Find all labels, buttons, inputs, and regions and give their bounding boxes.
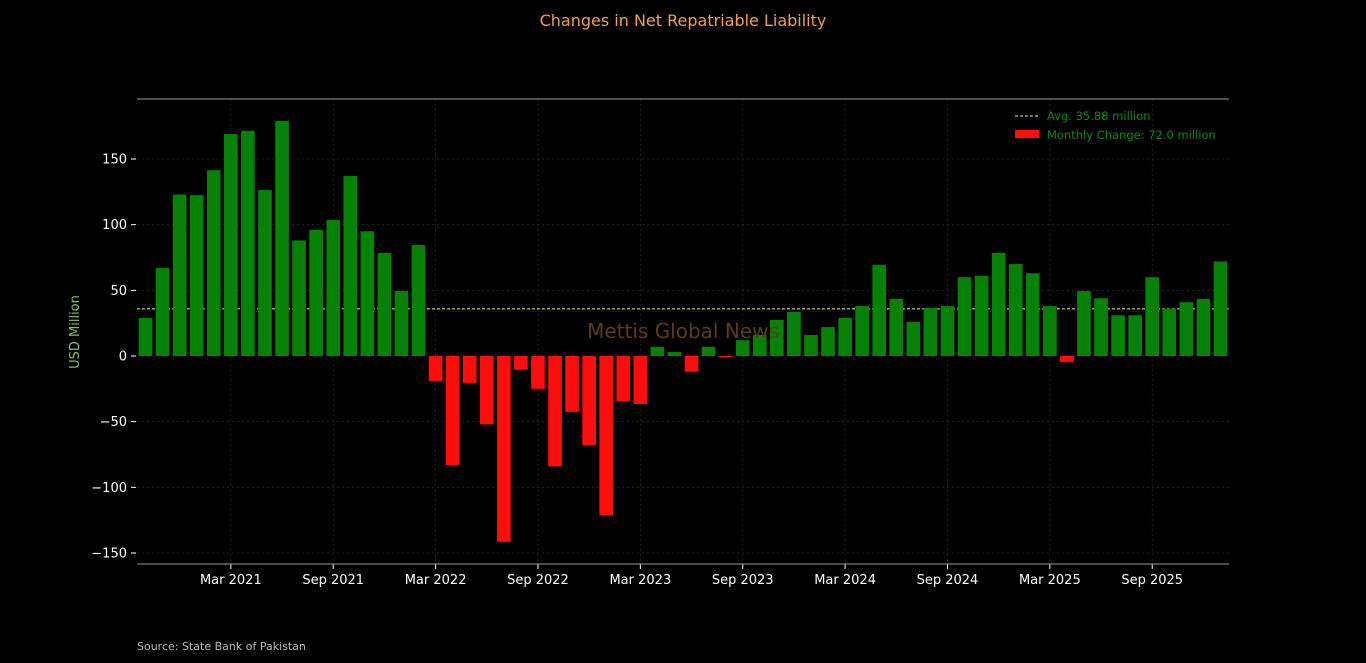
bar-may-2021 <box>258 189 272 356</box>
bar-sep-2022 <box>531 356 545 389</box>
bar-feb-2023 <box>616 356 631 402</box>
x-tick-label: Mar 2021 <box>200 573 262 588</box>
bar-feb-2022 <box>411 245 426 356</box>
bar-jul-2024 <box>906 321 921 356</box>
bar-jul-2025 <box>1111 315 1125 356</box>
bar-mar-2025 <box>1043 306 1057 356</box>
bar-jan-2021 <box>189 195 204 356</box>
bar-apr-2024 <box>855 306 869 356</box>
bar-aug-2022 <box>514 356 528 370</box>
bar-dec-2022 <box>582 356 596 446</box>
bar-mar-2024 <box>838 317 852 356</box>
x-tick-label: Sep 2024 <box>917 573 979 588</box>
y-tick-label: −50 <box>100 415 127 430</box>
bar-feb-2024 <box>821 327 835 356</box>
bar-may-2025 <box>1077 290 1091 356</box>
bar-oct-2023 <box>752 334 767 356</box>
x-tick-label: Sep 2025 <box>1121 573 1183 588</box>
bar-jan-2025 <box>1008 264 1023 356</box>
legend-monthly-swatch <box>1015 130 1039 138</box>
bar-jul-2021 <box>292 240 306 356</box>
y-tick-label: −100 <box>91 481 127 496</box>
bar-aug-2023 <box>718 356 733 358</box>
bar-oct-2024 <box>957 277 972 356</box>
chart-title: Changes in Net Repatriable Liability <box>540 11 827 30</box>
bar-may-2022 <box>462 356 477 383</box>
bar-dec-2024 <box>991 252 1006 356</box>
bar-jun-2024 <box>889 298 904 356</box>
bar-sep-2025 <box>1145 277 1160 356</box>
bar-oct-2022 <box>548 356 562 467</box>
bar-aug-2021 <box>309 229 323 356</box>
y-tick-label: −150 <box>91 547 127 562</box>
bar-aug-2024 <box>923 308 938 356</box>
x-tick-label: Mar 2023 <box>609 573 671 588</box>
x-tick-label: Mar 2025 <box>1019 573 1081 588</box>
bar-dec-2021 <box>377 252 392 356</box>
bar-mar-2023 <box>633 356 648 404</box>
bar-oct-2020 <box>138 317 153 356</box>
bar-nov-2025 <box>1179 302 1194 356</box>
bar-nov-2020 <box>155 268 170 356</box>
bars <box>138 120 1228 542</box>
source-note: Source: State Bank of Pakistan <box>137 640 306 653</box>
y-tick-label: 0 <box>119 350 127 365</box>
bar-may-2024 <box>872 264 887 356</box>
bar-sep-2023 <box>735 340 750 356</box>
legend-avg-label: Avg. 35.88 million <box>1047 109 1151 123</box>
bar-jan-2024 <box>804 334 818 356</box>
bar-jan-2026 <box>1213 261 1228 356</box>
y-tick-label: 150 <box>102 153 127 168</box>
bar-feb-2025 <box>1025 273 1040 356</box>
y-tick-label: 50 <box>110 284 127 299</box>
bar-dec-2020 <box>172 194 187 356</box>
bar-may-2023 <box>667 352 682 356</box>
x-tick-label: Sep 2021 <box>302 573 364 588</box>
y-tick-label: 100 <box>102 218 127 233</box>
y-axis-label: USD Million <box>68 295 83 369</box>
bar-jun-2023 <box>684 356 699 372</box>
bar-jan-2022 <box>394 290 409 356</box>
legend-monthly-label: Monthly Change: 72.0 million <box>1047 128 1216 142</box>
x-tick-label: Mar 2024 <box>814 573 876 588</box>
bar-jun-2021 <box>275 120 289 356</box>
bar-sep-2024 <box>940 306 955 356</box>
bar-sep-2021 <box>326 220 341 356</box>
x-tick-label: Sep 2022 <box>507 573 569 588</box>
bar-mar-2022 <box>428 356 443 381</box>
bar-apr-2021 <box>241 130 255 356</box>
x-tick-label: Sep 2023 <box>712 573 774 588</box>
bar-nov-2024 <box>974 275 989 356</box>
bar-dec-2023 <box>787 312 801 356</box>
bar-jun-2022 <box>479 356 494 425</box>
bar-dec-2025 <box>1196 298 1211 356</box>
bar-nov-2023 <box>770 319 784 356</box>
watermark: Mettis Global News <box>587 319 779 343</box>
x-tick-label: Mar 2022 <box>405 573 467 588</box>
bar-nov-2021 <box>360 231 375 356</box>
bar-nov-2022 <box>565 356 579 412</box>
bar-apr-2023 <box>650 346 665 356</box>
axes: −150 −100 −50 0 50 100 150 Mar 2021 Sep 2021 Mar … <box>91 98 1229 588</box>
bar-feb-2021 <box>206 170 221 356</box>
bar-jan-2023 <box>599 356 614 516</box>
bar-aug-2025 <box>1128 315 1142 356</box>
bar-jul-2022 <box>497 356 511 542</box>
bar-oct-2025 <box>1162 308 1177 356</box>
bar-mar-2021 <box>224 134 238 356</box>
bar-oct-2021 <box>343 176 358 356</box>
bar-apr-2025 <box>1060 356 1074 362</box>
bar-jul-2023 <box>701 346 716 356</box>
legend: Avg. 35.88 million Monthly Change: 72.0 … <box>1015 109 1216 142</box>
bar-apr-2022 <box>445 356 460 466</box>
bar-jun-2025 <box>1094 298 1108 356</box>
